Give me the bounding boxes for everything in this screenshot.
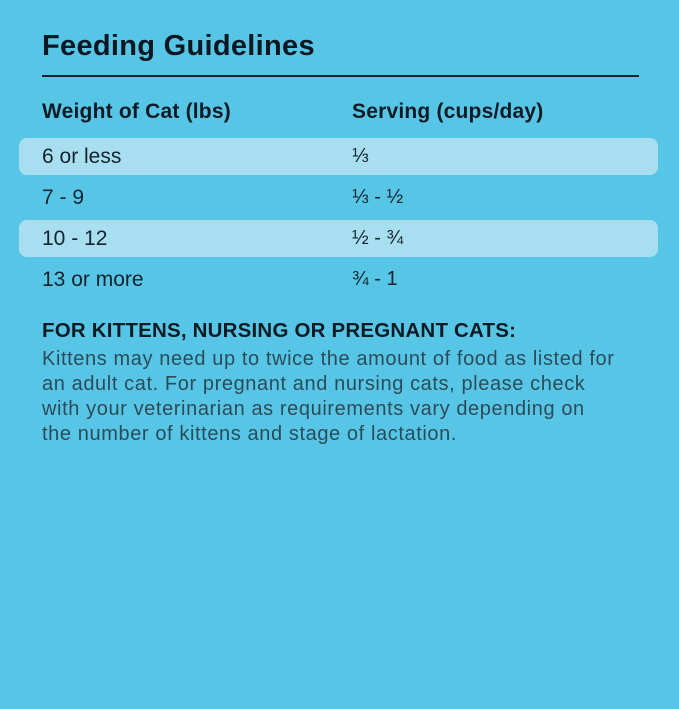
weight-cell: 10 - 12 [42, 226, 108, 250]
column-header-weight: Weight of Cat (lbs) [42, 100, 231, 123]
serving-cell: ¾ - 1 [352, 268, 398, 290]
serving-cell: ⅓ [352, 145, 369, 167]
kittens-note-heading: FOR KITTENS, NURSING OR PREGNANT CATS: [42, 319, 517, 342]
page-title: Feeding Guidelines [42, 30, 315, 62]
kittens-note-body: Kittens may need up to twice the amount … [42, 348, 615, 445]
feeding-guidelines-panel: Feeding Guidelines Weight of Cat (lbs) S… [0, 30, 679, 709]
weight-cell: 6 or less [42, 144, 122, 168]
feeding-table: 6 or less ⅓ 7 - 9 ⅓ - ½ 10 - 12 ½ - ¾ 13… [19, 138, 658, 298]
table-row: 10 - 12 ½ - ¾ [19, 220, 658, 257]
table-row: 7 - 9 ⅓ - ½ [19, 179, 658, 216]
kittens-note: FOR KITTENS, NURSING OR PREGNANT CATS: K… [42, 319, 617, 447]
serving-cell: ⅓ - ½ [352, 186, 404, 208]
table-header-row: Weight of Cat (lbs) Serving (cups/day) [42, 100, 679, 124]
title-underline [42, 75, 639, 77]
weight-cell: 7 - 9 [42, 185, 85, 209]
serving-cell: ½ - ¾ [352, 227, 404, 249]
column-header-serving: Serving (cups/day) [352, 100, 544, 123]
table-row: 13 or more ¾ - 1 [19, 261, 658, 298]
table-row: 6 or less ⅓ [19, 138, 658, 175]
weight-cell: 13 or more [42, 267, 144, 291]
